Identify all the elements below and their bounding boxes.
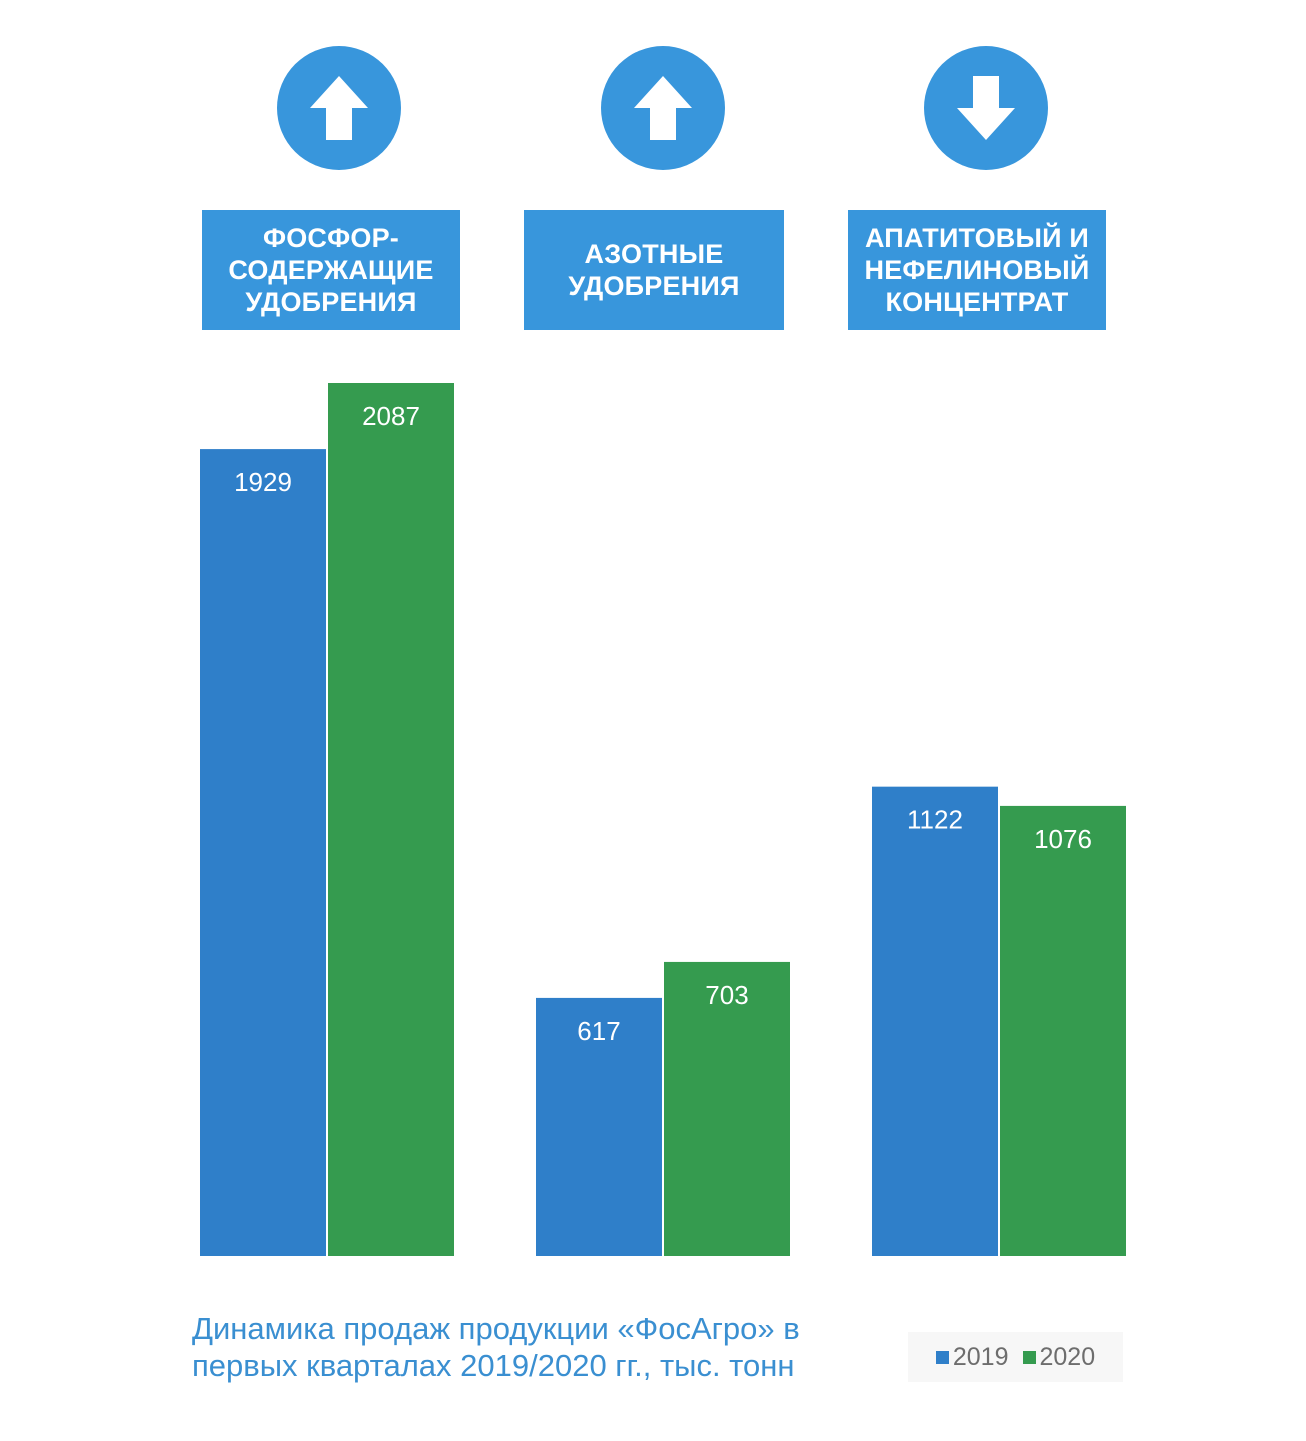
arrow-up-icon	[634, 76, 692, 140]
bar-value-label: 617	[577, 1016, 620, 1046]
legend-swatch	[1022, 1350, 1036, 1364]
category-label-phosphate: ФОСФОР- СОДЕРЖАЩИЕ УДОБРЕНИЯ	[202, 210, 460, 330]
category-label-concentrate: АПАТИТОВЫЙ И НЕФЕЛИНОВЫЙ КОНЦЕНТРАТ	[848, 210, 1106, 330]
arrow-down-icon	[957, 76, 1015, 140]
bar-value-label: 1076	[1034, 824, 1092, 854]
bar-2020-2	[664, 961, 790, 1256]
legend-label: 2019	[952, 1342, 1009, 1371]
bar-2019-1	[200, 449, 326, 1256]
bar-value-label: 1929	[234, 467, 292, 497]
category-label-nitrogen: АЗОТНЫЕ УДОБРЕНИЯ	[524, 210, 784, 330]
increase-indicator	[601, 46, 725, 170]
legend-swatch	[935, 1350, 949, 1364]
bar-2019-2	[536, 997, 662, 1256]
category-label-text: АПАТИТОВЫЙ И НЕФЕЛИНОВЫЙ КОНЦЕНТРАТ	[864, 223, 1090, 317]
category-label-text: АЗОТНЫЕ УДОБРЕНИЯ	[568, 239, 740, 301]
legend-item-2019: 2019	[935, 1342, 1009, 1372]
bar-value-label: 1122	[907, 805, 963, 835]
increase-indicator	[277, 46, 401, 170]
arrow-up-icon	[310, 76, 368, 140]
category-label-text: ФОСФОР- СОДЕРЖАЩИЕ УДОБРЕНИЯ	[228, 223, 434, 317]
chart-caption: Динамика продаж продукции «ФосАгро» в пе…	[192, 1311, 800, 1383]
legend-label: 2020	[1039, 1342, 1096, 1371]
bar-2020-3	[1000, 805, 1126, 1256]
legend: 2019 2020	[908, 1332, 1123, 1382]
bar-value-label: 2087	[362, 401, 420, 431]
bar-value-label: 703	[705, 980, 748, 1010]
bar-2020-1	[328, 383, 454, 1256]
bar-2019-3	[872, 786, 998, 1256]
legend-item-2020: 2020	[1022, 1342, 1096, 1372]
decrease-indicator	[924, 46, 1048, 170]
